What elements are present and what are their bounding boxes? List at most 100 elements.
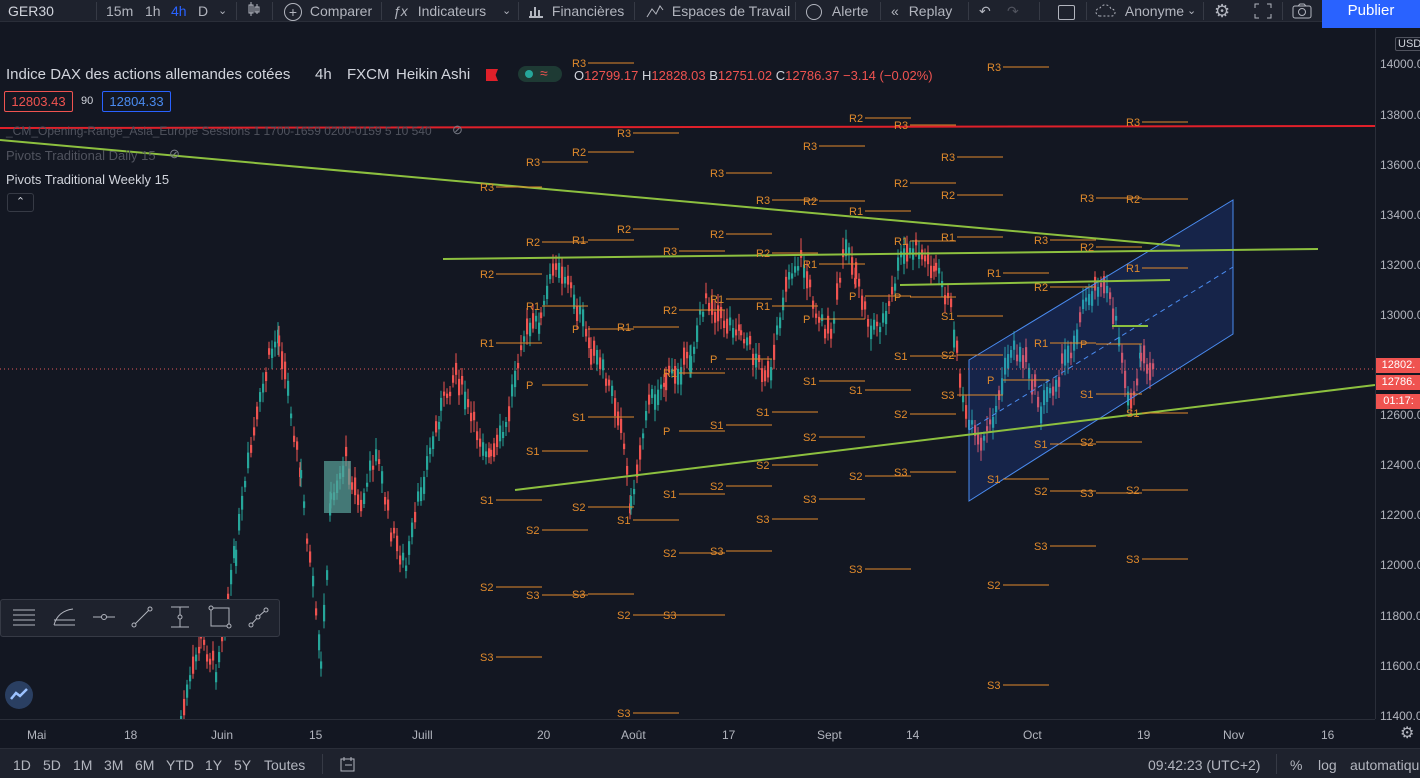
redo-icon[interactable]: ↷ [1007,3,1019,19]
expand-icon[interactable] [1254,0,1272,22]
candle-body [636,464,639,478]
price-range-icon[interactable] [167,604,197,634]
camera-icon[interactable] [1292,0,1312,22]
fib-curve-icon[interactable] [51,604,81,634]
compare-button[interactable]: + Comparer [284,0,372,22]
candle-body [296,441,299,450]
sell-button[interactable]: 12803.43 [4,91,73,112]
trendline-icon[interactable] [129,604,159,634]
candle-style-icon[interactable] [247,0,263,22]
indicators-button[interactable]: ƒx Indicateurs [393,0,486,22]
candle-body [271,348,274,358]
candle-body [1028,367,1031,379]
hidden-eye-icon[interactable]: ⊘ [169,146,180,161]
candle-body [1118,336,1121,347]
horizontal-lines-icon[interactable] [11,604,41,634]
chart-settings-gear-icon[interactable]: ⚙ [1400,725,1415,742]
auto-scale-toggle[interactable]: automatiqu [1350,757,1420,773]
range-6m[interactable]: 6M [135,757,155,773]
candle-body [935,262,938,271]
candle-body [567,275,570,285]
hidden-eye-icon[interactable]: ⊘ [452,122,463,137]
flag-icon[interactable] [486,69,498,81]
candle-body [555,263,558,270]
chevron-down-icon[interactable]: ⌄ [1187,5,1197,17]
interval-4h[interactable]: 4h [171,3,187,19]
chevron-down-icon[interactable]: ⌄ [502,5,512,17]
interval-1h[interactable]: 1h [145,3,161,19]
time-label: Sept [817,728,842,742]
candle-body [785,276,788,292]
calendar-range-icon[interactable] [340,756,356,775]
candle-body [1070,352,1073,359]
horizontal-ray-icon[interactable] [91,604,121,634]
candle-body [429,447,432,455]
tradingview-logo-icon[interactable] [5,681,33,709]
pivot-label: S3 [710,546,723,558]
candle-body [546,285,549,300]
percent-scale-toggle[interactable]: % [1290,757,1303,773]
alert-button[interactable]: Alerte [806,0,868,22]
currency-badge[interactable]: USD [1395,37,1420,51]
path-icon[interactable] [246,604,276,634]
price-scale[interactable]: USD 14000.00 13800.00 13600.00 13400.00 … [1375,29,1420,723]
range-3m[interactable]: 3M [104,757,124,773]
pivot-label: P [710,354,717,366]
ohlc-values: O12799.17 H12828.03 B12751.02 C12786.37 … [574,68,933,83]
fullscreen-square-icon[interactable] [1058,0,1075,22]
candle-body [309,551,312,563]
range-1d[interactable]: 1D [13,757,31,773]
price-chart[interactable]: R3 R3 R2 R3 R3 R3 R3 R2 R3 R3 R3 R2 R3 R2 R3 R2 R3 R2 R1 R2… [0,29,1375,719]
candle-body [369,460,372,471]
rectangle-icon[interactable] [207,604,237,634]
indicator-pivots-weekly[interactable]: Pivots Traditional Weekly 15 [6,172,170,187]
pivot-label: S1 [941,311,954,323]
indicator-opening-range[interactable]: _CM_Opening-Range_Asia_Europe Sessions 1… [6,124,432,138]
range-all[interactable]: Toutes [264,757,306,773]
range-1y[interactable]: 1Y [205,757,223,773]
range-5d[interactable]: 5D [43,757,61,773]
time-label: Juill [412,728,433,742]
replay-button[interactable]: « Replay [891,0,952,22]
candle-body [372,465,375,470]
layout-button[interactable]: Anonyme [1095,0,1184,22]
publish-button[interactable]: Publier [1322,0,1420,28]
candle-body [315,608,318,616]
time-axis[interactable]: Mai 18 Juin 15 Juill 20 Août 17 Sept 14 … [0,719,1375,747]
workspaces-button[interactable]: Espaces de Travail [646,0,790,22]
candle-body [320,661,323,669]
indicator-pivots-daily[interactable]: Pivots Traditional Daily 15 [6,148,156,163]
candle-body [794,266,797,273]
candle-body [1076,329,1079,345]
candles [180,229,1155,719]
interval-d[interactable]: D [198,3,209,19]
candle-body [705,293,708,299]
clock-timezone[interactable]: 09:42:23 (UTC+2) [1148,757,1261,773]
pivot-label: S2 [1034,486,1047,498]
gear-icon[interactable]: ⚙ [1214,1,1231,21]
pivot-label: S1 [480,495,493,507]
log-scale-toggle[interactable]: log [1318,757,1337,773]
range-ytd[interactable]: YTD [166,757,194,773]
candle-body [882,313,885,323]
symbol-title[interactable]: Indice DAX des actions allemandes cotées [6,66,291,83]
candle-body [953,329,956,348]
candle-body [639,445,642,460]
undo-icon[interactable]: ↶ [979,3,991,19]
interval-15m[interactable]: 15m [106,3,134,19]
range-5y[interactable]: 5Y [234,757,252,773]
candle-body [259,392,262,402]
buy-button[interactable]: 12804.33 [102,91,171,112]
chart-pane[interactable]: R3 R3 R2 R3 R3 R3 R3 R2 R3 R3 R3 R2 R3 R2 R3 R2 R3 R2 R1 R2… [0,29,1375,719]
pivot-levels: R3 R3 R2 R3 R3 R3 R3 R2 R3 R3 R3 R2 R3 R2 R3 R2 R3 R2 R1 R2… [480,58,1188,719]
symbol-search[interactable]: GER30 [8,3,54,19]
candle-body [215,672,218,683]
candle-body [974,425,977,437]
collapse-legend-button[interactable]: ⌃ [7,193,34,212]
price-label: 12600.00 [1380,408,1420,422]
range-1m[interactable]: 1M [73,757,93,773]
chevron-down-icon[interactable]: ⌄ [218,5,228,17]
financials-button[interactable]: Financières [528,0,624,22]
candle-body [1112,308,1115,325]
candle-body [186,684,189,698]
